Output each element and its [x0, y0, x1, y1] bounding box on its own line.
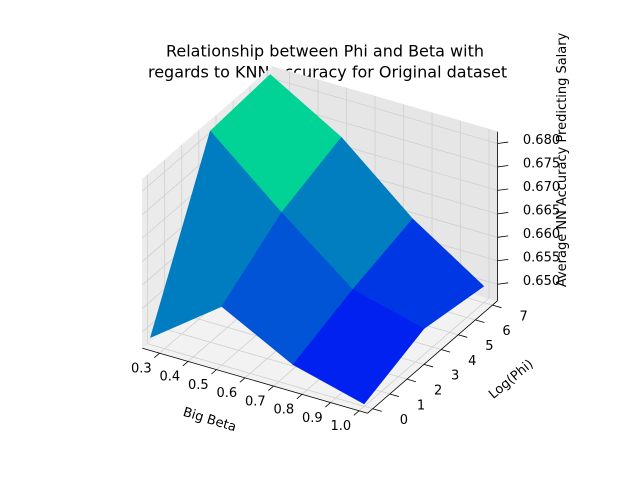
z-tick-label: 0.655	[523, 250, 560, 265]
y-tick-label: 6	[502, 324, 510, 339]
tick-mark	[268, 385, 274, 391]
grid-line	[272, 78, 498, 144]
tick-mark	[389, 393, 399, 397]
y-tick-label: 5	[485, 339, 493, 354]
z-axis-label: Average NN Accuracy Predicting Salary	[555, 32, 570, 287]
tick-mark	[497, 258, 509, 262]
x-tick-label: 0.8	[273, 403, 294, 418]
y-tick-label: 3	[451, 369, 459, 384]
x-tick-label: 0.6	[216, 386, 237, 401]
chart-title: regards to KNN accuracy for Original dat…	[143, 63, 507, 82]
surface-face	[292, 289, 425, 405]
tick-mark	[353, 410, 360, 416]
grid-line	[147, 343, 373, 410]
tick-mark	[239, 377, 246, 383]
grid-line	[358, 297, 490, 412]
y-axis-label: Log(Phi)	[486, 357, 536, 403]
tick-mark	[497, 235, 509, 238]
tick-mark	[423, 363, 434, 368]
tick-mark	[296, 394, 303, 400]
tick-mark	[154, 352, 160, 358]
y-axis-line	[367, 300, 498, 414]
tick-mark	[497, 188, 509, 191]
tick-mark	[441, 349, 451, 353]
z-tick-label: 0.650	[523, 274, 560, 289]
x-tick-label: 0.9	[302, 411, 323, 426]
x-axis-line	[142, 347, 368, 414]
x-axis-label: Big Beta	[181, 405, 238, 435]
z-tick-label: 0.660	[523, 227, 560, 242]
x-tick-label: 0.3	[131, 361, 152, 376]
tick-mark	[497, 165, 509, 168]
x-tick-label: 0.4	[159, 370, 180, 385]
tick-mark	[497, 141, 509, 144]
tick-mark	[458, 334, 468, 338]
tick-mark	[406, 378, 417, 383]
x-tick-label: 0.5	[188, 378, 209, 393]
y-tick-label: 2	[434, 383, 442, 398]
tick-mark	[182, 361, 189, 367]
tick-mark	[211, 369, 217, 375]
y-tick-label: 4	[468, 354, 476, 369]
x-tick-label: 1.0	[330, 419, 351, 434]
tick-mark	[475, 319, 485, 323]
tick-mark	[492, 304, 502, 309]
z-tick-label: 0.665	[523, 204, 560, 219]
x-tick-label: 0.7	[245, 394, 266, 409]
tick-mark	[497, 282, 509, 285]
y-tick-label: 7	[519, 309, 527, 324]
z-tick-label: 0.670	[523, 180, 560, 195]
tick-mark	[497, 212, 509, 215]
tick-mark	[372, 408, 382, 412]
chart-title: Relationship between Phi and Beta with	[166, 42, 484, 61]
y-tick-label: 1	[417, 398, 425, 413]
z-tick-label: 0.675	[523, 157, 560, 172]
z-tick-label: 0.680	[523, 133, 560, 148]
tick-mark	[325, 402, 331, 408]
y-tick-label: 0	[400, 413, 408, 428]
